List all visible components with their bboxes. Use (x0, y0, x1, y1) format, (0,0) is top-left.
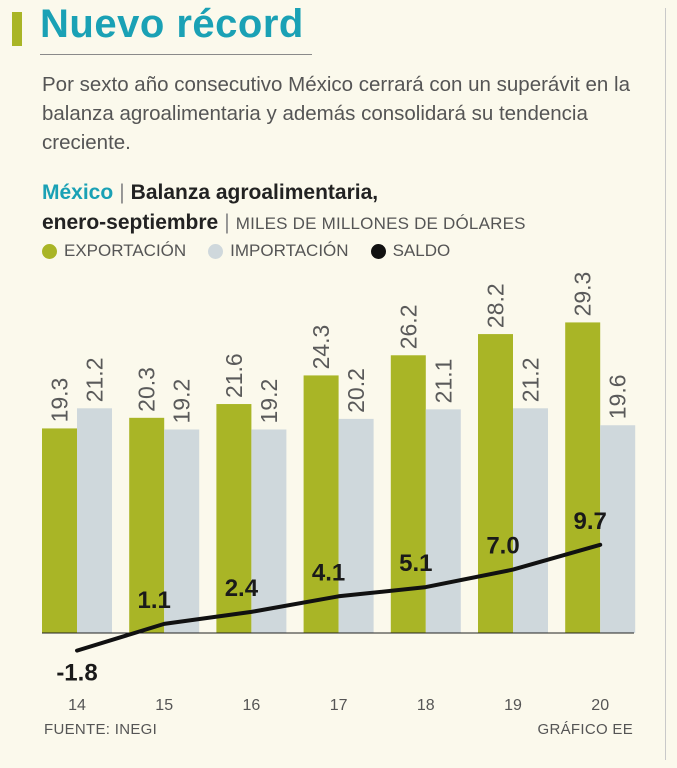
x-tick-label-17: 17 (330, 697, 348, 714)
export-value-label-17: 24.3 (308, 325, 334, 370)
export-value-label-16: 21.6 (221, 353, 247, 398)
export-value-label-18: 26.2 (395, 305, 421, 350)
export-bar-20 (565, 322, 600, 633)
saldo-value-label-16: 2.4 (225, 575, 259, 602)
x-tick-label-16: 16 (243, 697, 261, 714)
export-bar-19 (478, 334, 513, 633)
import-value-label-20: 19.6 (605, 374, 631, 419)
source-note: FUENTE: INEGI (44, 721, 157, 738)
import-value-label-16: 19.2 (256, 379, 282, 424)
export-value-label-20: 29.3 (570, 272, 596, 317)
balance-chart: 19.3 21.2 14 20.3 19.2 15 21.6 19.2 16 24.3 20.2 17… (0, 0, 677, 768)
export-bar-14 (42, 428, 77, 633)
import-bar-19 (513, 408, 548, 633)
import-bar-16 (251, 429, 286, 633)
export-value-label-14: 19.3 (47, 378, 73, 423)
saldo-value-label-17: 4.1 (312, 559, 345, 586)
import-value-label-17: 20.2 (343, 368, 369, 413)
right-border-rule (665, 8, 666, 760)
graphic-credit: GRÁFICO EE (537, 721, 633, 738)
saldo-value-label-19: 7.0 (486, 533, 519, 560)
import-value-label-19: 21.2 (518, 358, 544, 403)
x-tick-label-18: 18 (417, 697, 435, 714)
import-bar-14 (77, 408, 112, 633)
import-bar-18 (426, 409, 461, 633)
import-value-label-15: 19.2 (169, 379, 195, 424)
saldo-value-label-18: 5.1 (399, 550, 432, 577)
saldo-value-label-15: 1.1 (138, 587, 171, 614)
x-tick-label-19: 19 (504, 697, 522, 714)
export-value-label-19: 28.2 (483, 283, 509, 328)
import-value-label-18: 21.1 (430, 359, 456, 404)
export-bar-17 (304, 375, 339, 633)
export-value-label-15: 20.3 (134, 367, 160, 412)
x-tick-label-20: 20 (591, 697, 609, 714)
import-bar-17 (339, 419, 374, 633)
x-tick-label-15: 15 (155, 697, 173, 714)
import-value-label-14: 21.2 (82, 358, 108, 403)
saldo-value-label-14: -1.8 (56, 660, 97, 687)
saldo-value-label-20: 9.7 (574, 508, 607, 535)
x-tick-label-14: 14 (68, 697, 86, 714)
